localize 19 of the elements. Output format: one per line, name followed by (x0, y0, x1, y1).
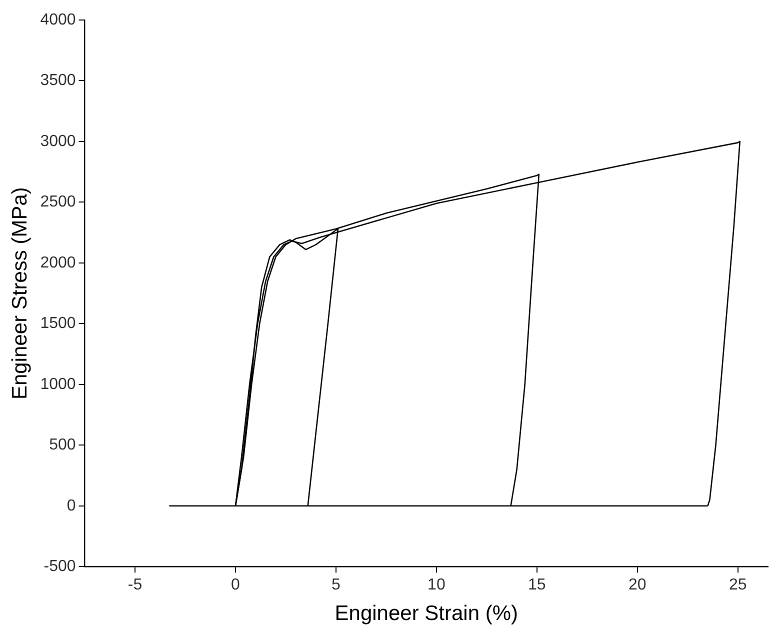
y-tick-label: 3500 (40, 72, 76, 90)
x-tick-label: 0 (231, 576, 240, 594)
y-tick-label: 1000 (40, 376, 76, 393)
y-tick-label: 2500 (40, 194, 76, 211)
y-tick-label: 3000 (40, 132, 76, 150)
x-tick-label: 15 (528, 576, 546, 594)
x-tick-label: 25 (728, 576, 747, 594)
x-tick-label: 5 (332, 576, 341, 594)
x-tick-label: -5 (128, 576, 142, 594)
y-tick-label: -500 (44, 558, 76, 576)
y-tick-label: 1500 (40, 315, 76, 332)
y-axis-title: Engineer Stress (MPa) (8, 187, 32, 400)
x-tick-label: 10 (428, 576, 446, 594)
y-tick-label: 500 (49, 436, 76, 454)
x-axis-title: Engineer Strain (%) (334, 602, 518, 626)
y-tick-label: 4000 (40, 11, 76, 28)
y-tick-label: 0 (66, 497, 76, 514)
x-tick-label: 20 (628, 576, 646, 594)
y-tick-label: 2000 (40, 254, 76, 272)
